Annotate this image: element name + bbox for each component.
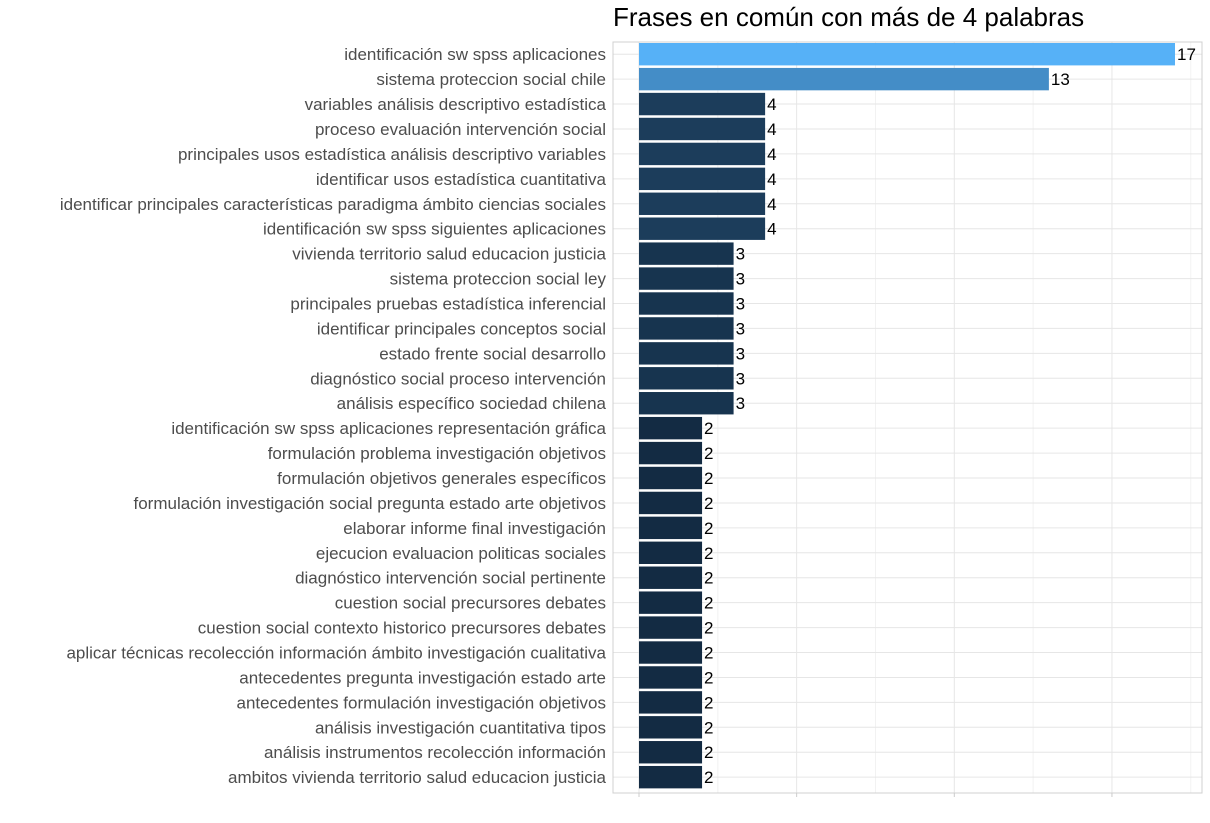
value-label: 3	[736, 295, 745, 314]
x-axis-ticks	[638, 793, 1113, 797]
value-label: 4	[767, 120, 776, 139]
bar	[639, 541, 703, 564]
bar	[639, 666, 703, 689]
category-label: identificar usos estadística cuantitativ…	[316, 170, 607, 189]
value-label: 3	[736, 394, 745, 413]
panel-border	[612, 41, 1203, 794]
bar	[639, 43, 1176, 66]
bar	[639, 192, 766, 215]
value-label: 2	[704, 519, 713, 538]
category-label: sistema proteccion social chile	[376, 70, 606, 89]
value-label: 4	[767, 195, 776, 214]
value-label: 4	[767, 145, 776, 164]
bar	[639, 566, 703, 589]
bar	[639, 691, 703, 714]
bar	[639, 765, 703, 789]
bar	[639, 342, 734, 365]
value-label: 2	[704, 644, 713, 663]
category-label: antecedentes pregunta investigación esta…	[239, 668, 606, 687]
category-label: cuestion social precursores debates	[335, 594, 606, 613]
bar	[639, 242, 734, 265]
value-label: 2	[704, 444, 713, 463]
bar	[639, 616, 703, 639]
category-label: identificación sw spss aplicaciones	[344, 45, 606, 64]
bar	[639, 217, 766, 240]
value-label: 3	[736, 344, 745, 363]
bar	[639, 292, 734, 315]
bar	[639, 466, 703, 490]
category-labels: identificación sw spss aplicaciones siste…	[60, 45, 607, 787]
bar	[639, 591, 703, 614]
chart-title: Frases en común con más de 4 palabras	[613, 2, 1084, 32]
category-label: principales pruebas estadística inferenc…	[290, 295, 606, 314]
value-label: 2	[704, 619, 713, 638]
value-label: 2	[704, 594, 713, 613]
category-label: elaborar informe final investigación	[343, 519, 606, 538]
value-label: 2	[704, 494, 713, 513]
value-label: 17	[1177, 45, 1196, 64]
category-label: diagnóstico social proceso intervención	[310, 369, 606, 388]
bar	[639, 367, 734, 390]
value-label: 2	[704, 469, 713, 488]
bar	[639, 167, 766, 191]
category-label: antecedentes formulación investigación o…	[236, 693, 606, 712]
value-label: 3	[736, 369, 745, 388]
category-label: variables análisis descriptivo estadísti…	[305, 95, 607, 114]
bar	[639, 441, 703, 465]
bar	[639, 416, 703, 440]
value-label: 3	[736, 319, 745, 338]
value-label: 4	[767, 170, 776, 189]
value-label: 2	[704, 693, 713, 712]
category-label: análisis específico sociedad chilena	[337, 394, 607, 413]
category-label: principales usos estadística análisis de…	[178, 145, 606, 164]
category-label: formulación objetivos generales específi…	[277, 469, 606, 488]
value-label: 4	[767, 95, 776, 114]
category-label: diagnóstico intervención social pertinen…	[295, 569, 606, 588]
value-label: 2	[704, 768, 713, 787]
value-label: 2	[704, 743, 713, 762]
category-label: análisis investigación cuantitativa tipo…	[315, 718, 606, 737]
category-label: estado frente social desarrollo	[379, 344, 606, 363]
category-label: vivienda territorio salud educacion just…	[292, 245, 606, 264]
category-label: formulación investigación social pregunt…	[134, 494, 607, 513]
category-label: formulación problema investigación objet…	[268, 444, 606, 463]
value-label: 3	[736, 245, 745, 264]
value-label: 4	[767, 220, 776, 239]
category-label: análisis instrumentos recolección inform…	[264, 743, 606, 762]
bar	[639, 142, 766, 166]
category-label: identificar principales características …	[60, 195, 606, 214]
category-label: identificación sw spss siguientes aplica…	[263, 220, 606, 239]
value-label: 2	[704, 569, 713, 588]
category-label: aplicar técnicas recolección información…	[66, 644, 606, 663]
category-label: ambitos vivienda territorio salud educac…	[228, 768, 607, 787]
bars	[639, 43, 1176, 789]
value-label: 2	[704, 419, 713, 438]
category-label: ejecucion evaluacion politicas sociales	[316, 544, 606, 563]
bar	[639, 392, 734, 415]
bar	[639, 716, 703, 739]
category-label: identificación sw spss aplicaciones repr…	[171, 419, 606, 438]
bar	[639, 117, 766, 141]
value-labels: 17 13 4 4 4 4 4 4 3 3 3 3 3 3 3 2 2 2 2 2 2 2 2 2 2 2 2 2 2 2	[704, 45, 1196, 787]
bar	[639, 516, 703, 540]
bar	[639, 317, 734, 340]
value-label: 2	[704, 544, 713, 563]
bar	[639, 67, 1049, 91]
value-label: 2	[704, 668, 713, 687]
category-label: sistema proteccion social ley	[390, 270, 607, 289]
bar	[639, 267, 734, 290]
bar	[639, 92, 766, 116]
value-label: 3	[736, 270, 745, 289]
bar	[639, 641, 703, 664]
bar	[639, 741, 703, 764]
value-label: 2	[704, 718, 713, 737]
category-label: identificar principales conceptos social	[317, 319, 606, 338]
category-label: cuestion social contexto historico precu…	[198, 619, 606, 638]
category-label: proceso evaluación intervención social	[315, 120, 606, 139]
bar	[639, 491, 703, 515]
value-label: 13	[1051, 70, 1070, 89]
